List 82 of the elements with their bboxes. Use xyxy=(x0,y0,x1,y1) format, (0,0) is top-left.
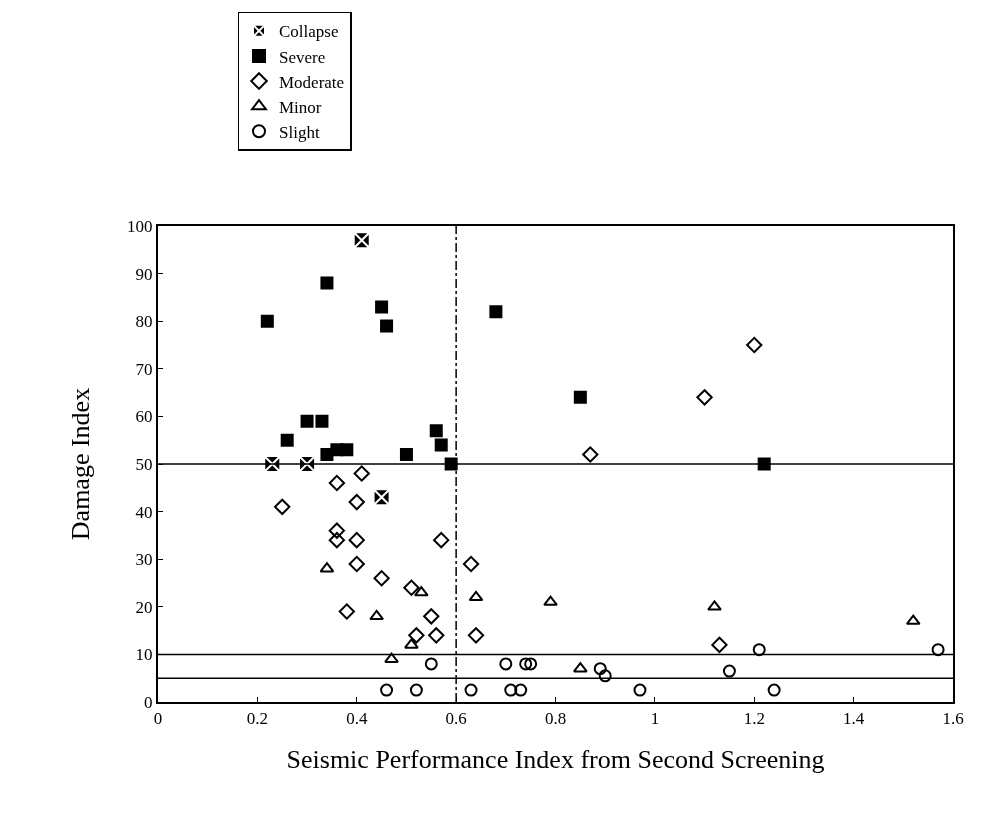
point xyxy=(524,657,538,671)
y-tick-label: 20 xyxy=(135,597,153,617)
point xyxy=(274,498,291,515)
point xyxy=(320,276,334,290)
point xyxy=(722,664,736,678)
point xyxy=(489,305,503,319)
x-tick-label: 1 xyxy=(650,709,660,729)
point xyxy=(467,627,485,644)
legend-label: Collapse xyxy=(279,22,339,42)
point xyxy=(746,336,763,354)
point xyxy=(300,414,314,428)
point xyxy=(598,669,612,683)
point xyxy=(499,657,513,671)
point xyxy=(573,390,587,404)
point xyxy=(582,446,599,463)
point xyxy=(328,474,346,492)
point xyxy=(711,636,728,654)
legend-label: Slight xyxy=(279,122,320,142)
point xyxy=(409,683,423,697)
point xyxy=(519,657,533,671)
x-axis-title: Seismic Performance Index from Second Screening xyxy=(286,744,825,774)
point xyxy=(380,683,394,697)
legend-label: Moderate xyxy=(279,72,345,92)
point xyxy=(328,522,346,539)
y-tick-label: 70 xyxy=(135,359,153,379)
legend-label: Severe xyxy=(279,47,326,67)
point xyxy=(424,657,438,671)
point xyxy=(380,319,394,333)
point xyxy=(399,447,413,461)
point xyxy=(340,443,354,457)
y-tick-label: 0 xyxy=(144,692,153,712)
y-tick-label: 90 xyxy=(135,264,153,284)
x-tick-label: 0.6 xyxy=(445,709,467,729)
point xyxy=(280,433,294,447)
point xyxy=(767,683,781,697)
point xyxy=(504,683,518,697)
y-tick-label: 30 xyxy=(135,550,153,570)
point xyxy=(423,608,440,625)
point xyxy=(348,555,365,573)
point xyxy=(931,643,945,657)
point xyxy=(373,570,390,587)
y-tick-label: 10 xyxy=(135,645,153,665)
y-tick-label: 40 xyxy=(135,502,153,522)
point xyxy=(315,414,329,428)
point xyxy=(464,683,478,697)
y-axis-title: Damage Index xyxy=(66,387,95,541)
point xyxy=(462,555,480,573)
y-tick-label: 80 xyxy=(135,312,153,332)
point xyxy=(384,652,399,663)
point xyxy=(260,314,274,328)
point xyxy=(338,603,355,620)
point xyxy=(633,683,647,697)
x-tick-label: 1.4 xyxy=(843,709,865,729)
y-tick-label: 60 xyxy=(135,407,153,427)
point xyxy=(696,389,713,406)
y-tick-label: 100 xyxy=(127,216,153,236)
point xyxy=(593,662,607,676)
point xyxy=(514,683,528,697)
point xyxy=(433,532,450,549)
point xyxy=(353,465,370,482)
point xyxy=(752,643,766,657)
point xyxy=(348,493,365,511)
point xyxy=(543,595,558,606)
point xyxy=(403,579,420,596)
x-tick-label: 0.2 xyxy=(246,709,269,729)
point xyxy=(428,627,445,644)
point xyxy=(707,600,722,611)
point xyxy=(429,424,443,438)
legend-label: Minor xyxy=(279,97,322,117)
x-tick-label: 1.6 xyxy=(942,709,964,729)
point xyxy=(369,609,384,621)
x-tick-label: 0.4 xyxy=(346,709,368,729)
point xyxy=(375,300,389,314)
point xyxy=(434,438,448,452)
point xyxy=(328,532,346,549)
point xyxy=(404,638,419,649)
point xyxy=(348,532,365,549)
y-tick-label: 50 xyxy=(135,454,153,474)
x-tick-label: 0.8 xyxy=(544,709,567,729)
point xyxy=(408,627,425,644)
point xyxy=(468,590,484,602)
x-tick-label: 1.2 xyxy=(743,709,765,729)
